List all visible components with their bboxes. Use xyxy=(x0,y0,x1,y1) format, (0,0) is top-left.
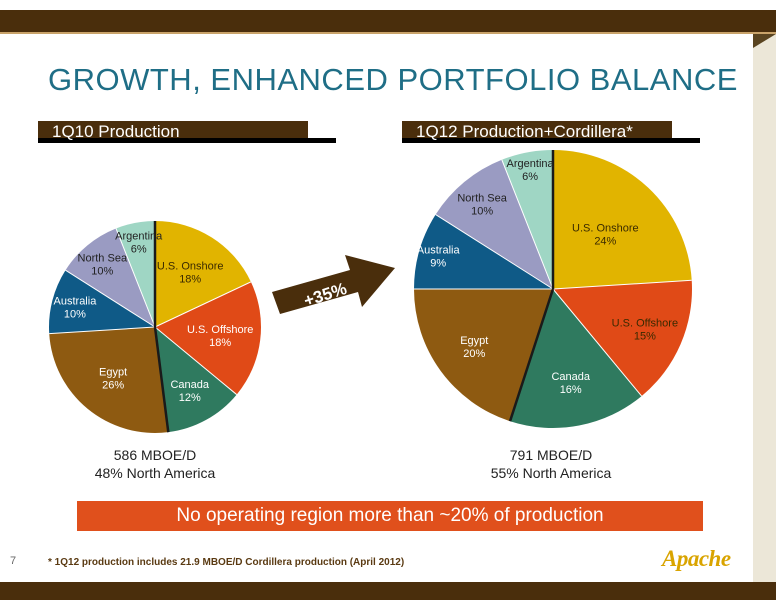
slice-label: Egypt 20% xyxy=(460,335,488,360)
slice-value: 26% xyxy=(102,380,124,392)
slice-label: Australia 9% xyxy=(417,245,461,270)
pie-slice-australia xyxy=(414,214,553,289)
slice-label: U.S. Onshore 18% xyxy=(157,261,224,286)
slice-name: Australia xyxy=(54,295,98,307)
slice-value: 10% xyxy=(64,308,86,320)
slice-label: Canada 16% xyxy=(551,371,590,396)
pie-slice-egypt xyxy=(414,289,553,422)
slice-divider xyxy=(49,326,156,335)
slice-name: Argentina xyxy=(115,231,163,243)
pie-slice-canada xyxy=(155,327,237,433)
slice-name: Canada xyxy=(551,371,590,383)
slice-label: Canada 12% xyxy=(170,379,209,404)
slice-name: Australia xyxy=(417,245,461,257)
slice-value: 10% xyxy=(471,205,493,217)
slice-divider xyxy=(65,269,156,328)
chart-title-1q10: 1Q10 Production xyxy=(52,122,180,141)
slice-name: Egypt xyxy=(99,367,127,379)
slice-label: U.S. Offshore 15% xyxy=(612,318,678,343)
chart-title-1q12: 1Q12 Production+Cordillera* xyxy=(416,122,633,141)
slice-value: 10% xyxy=(91,265,113,277)
summary-volume: 586 MBOE/D xyxy=(113,447,197,463)
pie-slice-argentina xyxy=(501,150,553,289)
slice-label: North Sea 10% xyxy=(78,252,128,277)
pie-slice-u-s-onshore xyxy=(553,150,692,289)
side-strip xyxy=(753,34,776,582)
slice-divider xyxy=(154,326,237,395)
bottom-band xyxy=(0,582,776,600)
growth-arrow: +35% xyxy=(272,255,395,314)
slice-label: North Sea 10% xyxy=(457,192,507,217)
pie-1q12: U.S. Onshore 24% U.S. Offshore 15% Canada 16%… xyxy=(414,150,692,429)
pie-1q10: U.S. Onshore 18%U.S. Offshore 18%Canada 12%… xyxy=(49,221,261,433)
slice-label: U.S. Offshore 18% xyxy=(187,324,253,349)
header-bar xyxy=(402,121,672,141)
slice-divider xyxy=(501,159,554,290)
slice-value: 18% xyxy=(209,337,231,349)
slice-value: 12% xyxy=(179,392,201,404)
pie-slice-u-s-offshore xyxy=(155,281,261,395)
slice-name: U.S. Onshore xyxy=(572,222,639,234)
page-fold xyxy=(753,34,776,48)
key-message-banner: No operating region more than ~20% of pr… xyxy=(77,501,703,531)
slice-name: Argentina xyxy=(507,158,555,170)
slice-value: 9% xyxy=(430,258,446,270)
summary-share: 48% North America xyxy=(94,465,216,481)
slice-value: 20% xyxy=(463,348,485,360)
slice-divider xyxy=(435,214,554,290)
pie-slice-north-sea xyxy=(65,228,155,327)
slice-label: U.S. Onshore 24% xyxy=(572,222,639,247)
header-bar xyxy=(38,121,308,141)
pie-slice-egypt xyxy=(49,327,169,433)
summary-share: 55% North America xyxy=(490,465,612,481)
slice-divider xyxy=(552,288,642,397)
page-number: 7 xyxy=(10,555,17,567)
north-america-separator xyxy=(508,288,555,422)
slice-divider xyxy=(115,228,156,328)
summary-1q12: 791 MBOE/D 55% North America xyxy=(431,446,671,482)
growth-arrow-shape xyxy=(272,255,395,314)
slice-divider xyxy=(154,281,252,328)
slice-name: U.S. Offshore xyxy=(612,318,678,330)
top-band xyxy=(0,10,776,32)
slice-value: 6% xyxy=(522,171,538,183)
slice-value: 15% xyxy=(634,331,656,343)
summary-volume: 791 MBOE/D xyxy=(509,447,593,463)
chart-header-1q12: 1Q12 Production+Cordillera* xyxy=(402,121,700,143)
pie-slice-argentina xyxy=(115,221,155,327)
slice-name: U.S. Onshore xyxy=(157,261,224,273)
slice-label: Argentina 6% xyxy=(507,158,555,183)
slide-title: GROWTH, ENHANCED PORTFOLIO BALANCE xyxy=(48,62,738,97)
pie-slice-north-sea xyxy=(435,159,553,289)
slice-name: Canada xyxy=(170,379,209,391)
top-accent-line xyxy=(0,32,776,34)
slice-value: 24% xyxy=(594,235,616,247)
slice-label: Egypt 26% xyxy=(99,367,127,392)
pie-slice-u-s-onshore xyxy=(155,221,251,327)
slice-name: North Sea xyxy=(457,192,507,204)
slice-divider xyxy=(552,279,692,290)
apache-logo: Apache xyxy=(662,546,731,571)
summary-1q10: 586 MBOE/D 48% North America xyxy=(35,446,275,482)
header-shadow xyxy=(38,138,336,143)
slice-value: 6% xyxy=(131,244,147,256)
slice-name: U.S. Offshore xyxy=(187,324,253,336)
pie-slice-australia xyxy=(49,270,156,334)
slice-value: 16% xyxy=(560,384,582,396)
slice-value: 18% xyxy=(179,274,201,286)
slice-label: Argentina 6% xyxy=(115,231,163,256)
footnote: * 1Q12 production includes 21.9 MBOE/D C… xyxy=(48,557,405,568)
slice-name: North Sea xyxy=(78,252,128,264)
pie-slice-u-s-offshore xyxy=(553,280,692,397)
chart-header-1q10: 1Q10 Production xyxy=(38,121,336,143)
slice-label: Australia 10% xyxy=(54,295,98,320)
slice-name: Egypt xyxy=(460,335,488,347)
header-shadow xyxy=(402,138,700,143)
north-america-separator xyxy=(153,326,170,433)
